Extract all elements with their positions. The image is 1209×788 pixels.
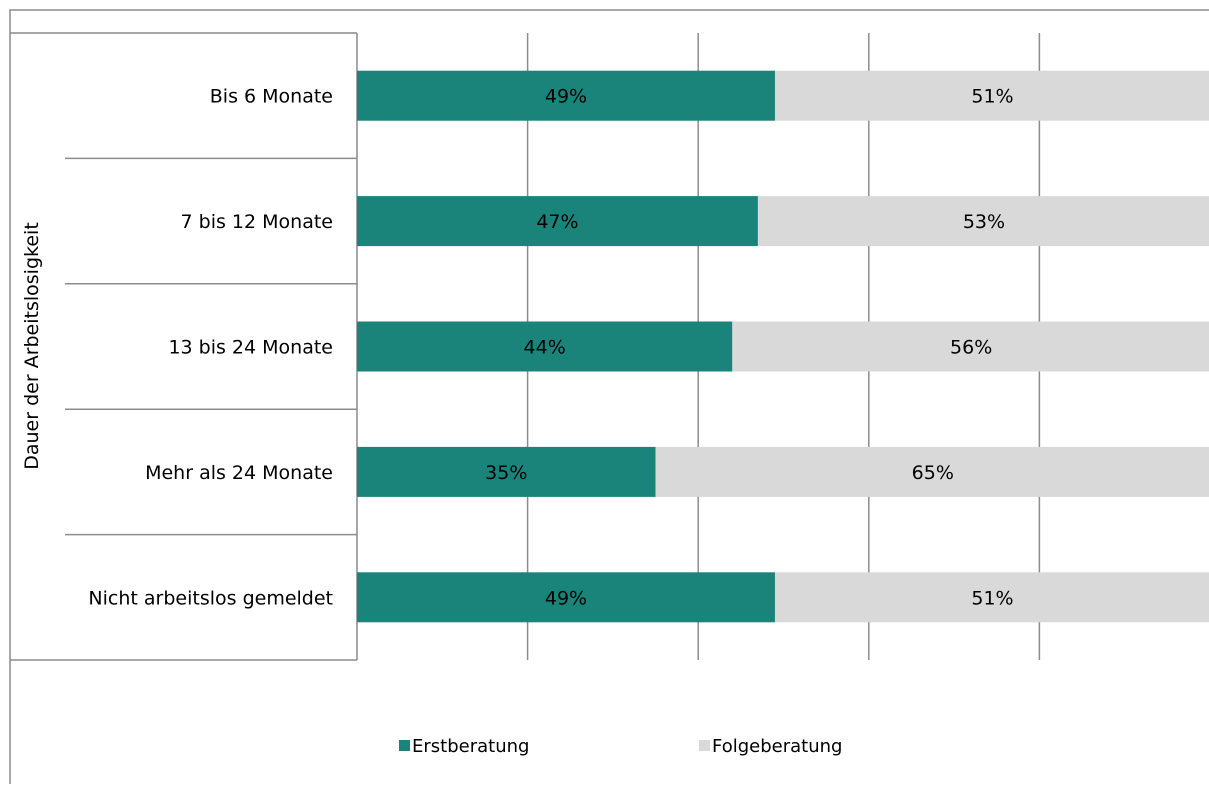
bar-folgeberatung: [655, 446, 1209, 497]
category-label: 13 bis 24 Monate: [168, 337, 333, 359]
legend-label-folgeberatung: Folgeberatung: [712, 736, 842, 757]
data-label: 51%: [971, 587, 1013, 609]
category-label: Nicht arbeitslos gemeldet: [88, 587, 333, 609]
category-axis: Bis 6 Monate 7 bis 12 Monate 13 bis 24 Mon…: [10, 32, 358, 661]
data-label: 49%: [545, 86, 587, 108]
chart-border: [9, 9, 1209, 786]
bar-erstberatung: [357, 196, 758, 247]
bar-erstberatung: [357, 446, 656, 497]
bar-folgeberatung: [732, 321, 1209, 372]
data-label: 44%: [524, 337, 566, 359]
legend-swatch-folgeberatung: [699, 740, 710, 751]
legend-label-erstberatung: Erstberatung: [412, 736, 529, 757]
bar-folgeberatung: [774, 70, 1209, 121]
data-label: 49%: [545, 587, 587, 609]
category-label: Bis 6 Monate: [210, 86, 333, 108]
bars: 49% 51% 47% 53% 44% 56% 35% 65% 49% 51%: [357, 70, 1209, 623]
legend: Erstberatung Folgeberatung: [399, 736, 842, 757]
y-axis-title: Dauer der Arbeitslosigkeit: [21, 222, 43, 470]
data-label: 47%: [536, 211, 578, 233]
data-label: 53%: [963, 211, 1005, 233]
bar-erstberatung: [357, 70, 775, 121]
data-label: 56%: [950, 337, 992, 359]
bar-folgeberatung: [774, 572, 1209, 623]
data-label: 35%: [485, 462, 527, 484]
data-label: 65%: [912, 462, 954, 484]
category-label: 7 bis 12 Monate: [181, 211, 333, 233]
data-label: 51%: [971, 86, 1013, 108]
bar-folgeberatung: [757, 196, 1209, 247]
bar-erstberatung: [357, 321, 733, 372]
bar-erstberatung: [357, 572, 775, 623]
legend-swatch-erstberatung: [399, 740, 410, 751]
category-label: Mehr als 24 Monate: [145, 462, 333, 484]
